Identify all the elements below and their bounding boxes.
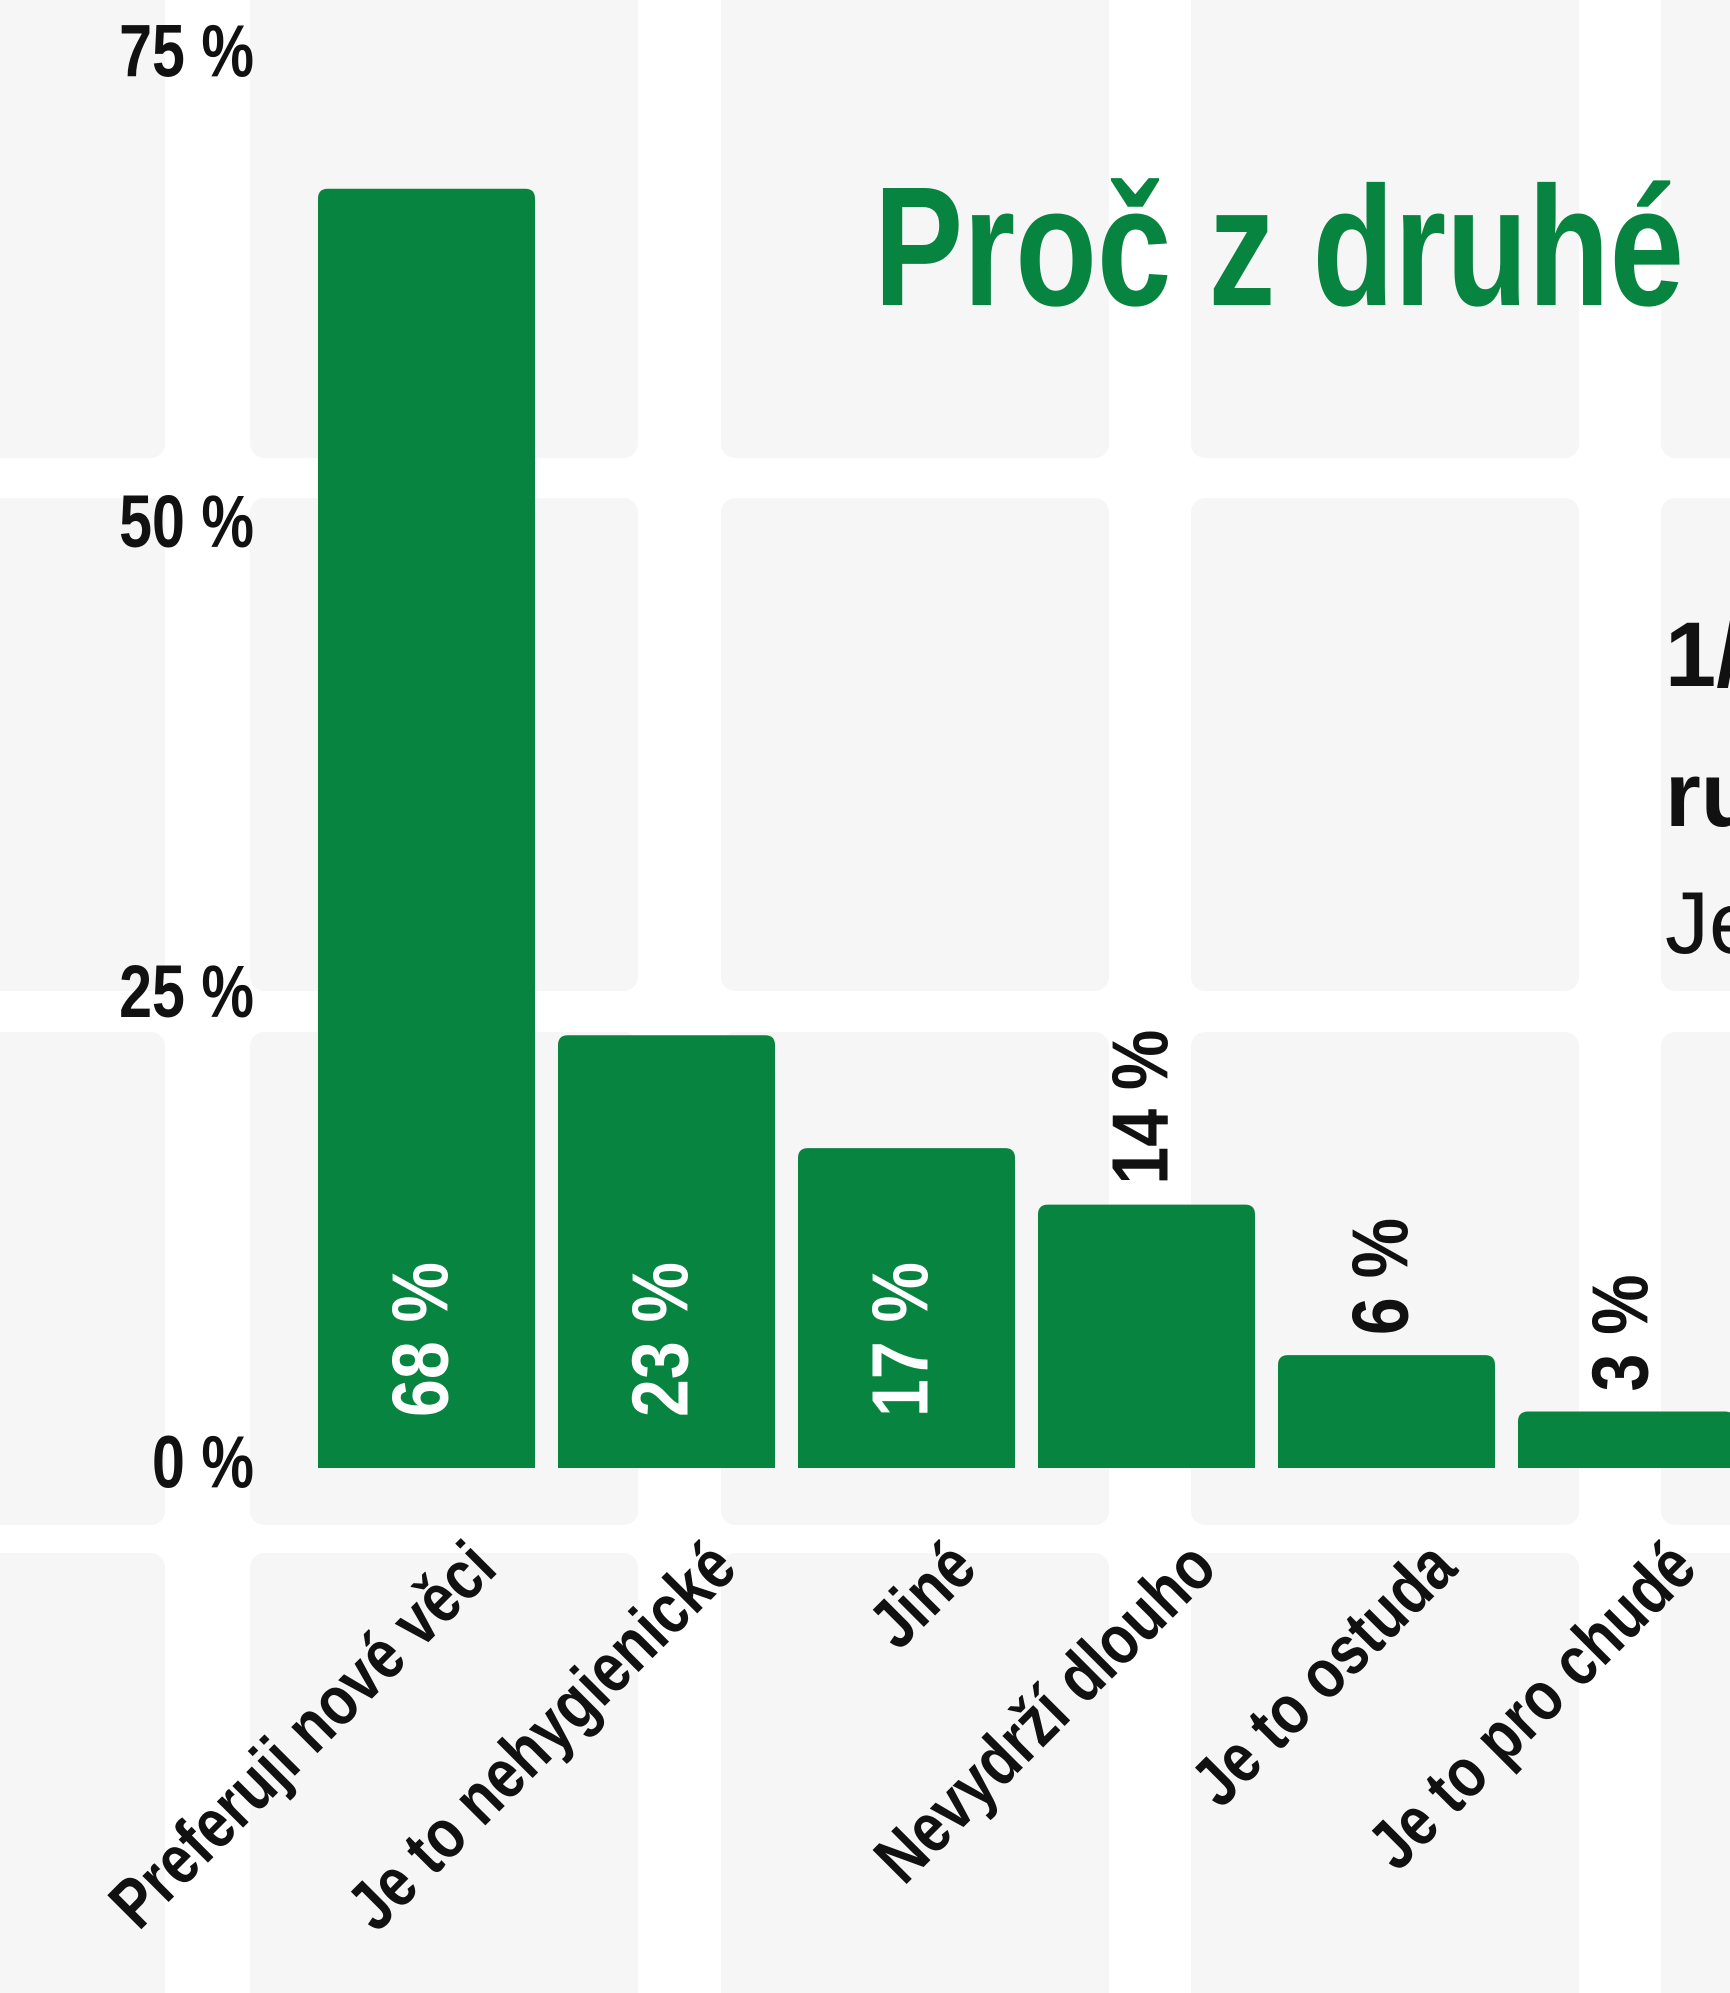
value-label: 3 % [1575,1274,1664,1391]
bar [1038,1204,1255,1468]
tile [721,0,1109,458]
bar [318,188,535,1468]
y-tick-label: 25 % [119,951,254,1034]
y-tick-label: 50 % [119,481,254,564]
bar [1518,1411,1730,1468]
bar [798,1148,1015,1468]
tile [0,1032,165,1525]
tile [1661,0,1730,458]
tile [250,1553,638,1993]
value-label: 14 % [1095,1030,1184,1185]
bar [558,1035,775,1468]
tile [1661,1032,1730,1525]
value-label: 17 % [855,1262,944,1417]
value-label: 68 % [375,1262,464,1417]
value-label: 6 % [1335,1218,1424,1335]
annotation: Je [1665,873,1730,972]
tile [0,0,165,458]
tile [1661,1553,1730,1993]
annotation: ru [1665,744,1730,846]
y-tick-label: 0 % [152,1421,254,1504]
value-label: 23 % [615,1262,704,1417]
tile [0,1553,165,1993]
annotation: 1/ [1665,604,1730,706]
tile [721,498,1109,991]
tile [1191,0,1579,458]
tile [1191,1553,1579,1993]
y-tick-label: 75 % [119,10,254,93]
tile [1661,498,1730,991]
chart-title: Proč z druhé [874,152,1684,342]
tile [1191,498,1579,991]
tile [0,498,165,991]
tile [721,1553,1109,1993]
bar [1278,1355,1495,1468]
